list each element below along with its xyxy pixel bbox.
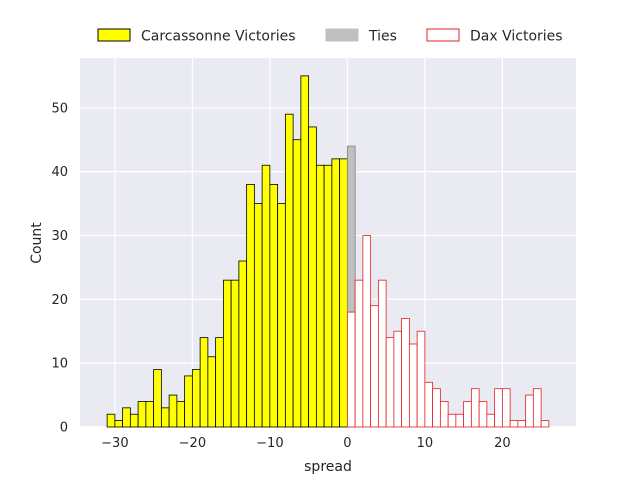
dax-victories-bar (362, 235, 372, 428)
x-tick-label: 0 (343, 436, 351, 451)
dax-victories-bar (416, 330, 426, 428)
dax-victories-bar (439, 401, 449, 428)
carcassonne-victories-bar (238, 260, 248, 428)
y-tick-label: 0 (60, 421, 68, 436)
carcassonne-victories-bar (300, 75, 310, 428)
carcassonne-victories-bar (137, 401, 147, 428)
carcassonne-victories-bar (145, 401, 155, 428)
dax-victories-bar (346, 311, 356, 428)
carcassonne-victories-bar (160, 407, 170, 428)
dax-victories-bar (377, 279, 387, 428)
dax-victories-bar (463, 401, 472, 428)
carcassonne-victories-bar (153, 369, 162, 428)
dax-victories-bar (532, 388, 542, 428)
dax-victories-bar (408, 343, 418, 428)
dax-victories-bar (470, 388, 480, 428)
dax-victories-bar (385, 337, 395, 428)
dax-victories-bar (509, 420, 519, 428)
dax-victories-bar (447, 413, 457, 428)
carcassonne-victories-legend-swatch (97, 28, 131, 42)
carcassonne-victories-bar (176, 401, 186, 428)
dax-victories-bar (455, 413, 465, 428)
x-axis-title: spread (304, 459, 352, 475)
carcassonne-victories-bar (323, 164, 333, 428)
dax-victories-bar (501, 388, 511, 428)
y-tick-label: 40 (51, 165, 68, 180)
x-tick-label: 10 (417, 436, 434, 451)
carcassonne-victories-bar (315, 164, 325, 428)
dax-victories-bar (540, 420, 550, 428)
y-axis-title: Count (29, 222, 45, 264)
carcassonne-victories-legend-label: Carcassonne Victories (141, 29, 296, 45)
dax-victories-bar (525, 394, 534, 428)
y-tick-label: 20 (51, 293, 68, 308)
dax-victories-bar (424, 381, 434, 428)
carcassonne-victories-bar (129, 413, 139, 428)
carcassonne-victories-bar (222, 279, 232, 428)
carcassonne-victories-bar (284, 113, 294, 428)
ties-legend-swatch (325, 28, 359, 42)
carcassonne-victories-bar (215, 337, 224, 428)
ties-legend-label: Ties (368, 29, 397, 45)
carcassonne-victories-bar (114, 420, 124, 428)
dax-victories-bar (494, 388, 503, 428)
y-tick-label: 10 (51, 357, 68, 372)
carcassonne-victories-bar (308, 126, 317, 428)
carcassonne-victories-bar (331, 158, 341, 428)
x-tick-label: −20 (179, 436, 206, 451)
dax-victories-bar (354, 279, 364, 428)
dax-victories-legend-label: Dax Victories (470, 29, 563, 45)
carcassonne-victories-bar (207, 356, 217, 428)
dax-victories-bar (486, 413, 496, 428)
carcassonne-victories-bar (230, 279, 240, 428)
carcassonne-victories-bar (191, 369, 201, 428)
carcassonne-victories-bar (253, 203, 263, 428)
histogram-bars (106, 75, 550, 428)
carcassonne-victories-bar (292, 139, 302, 428)
carcassonne-victories-bar (199, 337, 209, 428)
carcassonne-victories-bar (261, 164, 271, 428)
dax-victories-bar (401, 318, 410, 428)
carcassonne-victories-bar (269, 184, 279, 428)
dax-victories-bar (517, 420, 527, 428)
y-tick-labels: 0 10 20 30 40 50 (51, 101, 68, 435)
carcassonne-victories-bar (122, 407, 131, 428)
carcassonne-victories-bar (339, 158, 348, 428)
y-tick-label: 30 (51, 229, 68, 244)
carcassonne-victories-bar (184, 375, 193, 428)
dax-victories-bar (393, 330, 403, 428)
legend: Carcassonne Victories Ties Dax Victories (97, 28, 563, 45)
y-tick-label: 50 (51, 101, 68, 116)
carcassonne-victories-bar (168, 394, 178, 428)
x-tick-label: −30 (101, 436, 128, 451)
carcassonne-victories-bar (277, 203, 286, 428)
x-tick-label: −10 (256, 436, 283, 451)
x-tick-label: 20 (494, 436, 511, 451)
x-tick-labels: −30 −20 −10 0 10 20 (101, 436, 510, 451)
dax-victories-bar (478, 401, 488, 428)
carcassonne-victories-bar (246, 184, 255, 428)
dax-victories-legend-swatch (426, 28, 460, 42)
dax-victories-bar (432, 388, 441, 428)
dax-victories-bar (370, 305, 379, 428)
carcassonne-victories-bar (106, 413, 116, 428)
